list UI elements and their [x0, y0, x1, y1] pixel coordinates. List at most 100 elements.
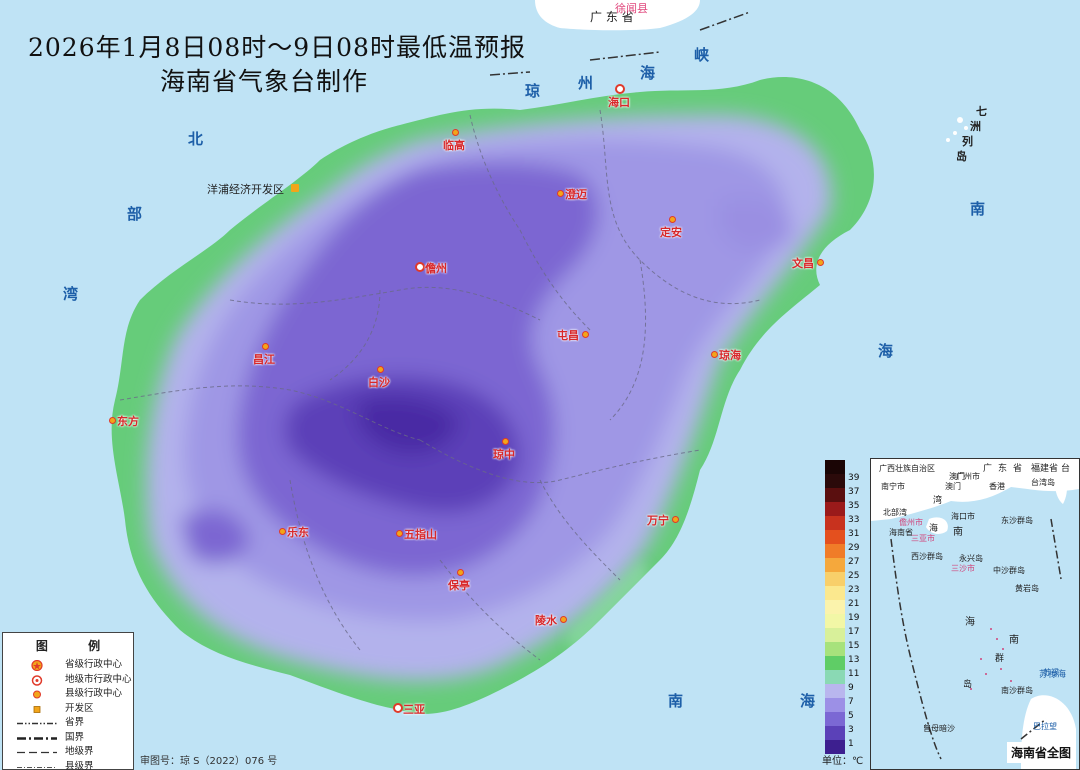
inset-map-label: 海	[965, 617, 975, 628]
inset-map-label: 中沙群岛	[993, 566, 1025, 575]
sea-label: 七	[976, 105, 987, 118]
inset-map-label: 东沙群岛	[1001, 516, 1033, 525]
guangdong-label: 广 东 省	[590, 10, 634, 24]
city-marker-county	[560, 616, 567, 623]
sea-label: 琼	[525, 82, 541, 100]
city-marker-county	[457, 569, 464, 576]
city-label: 定安	[660, 226, 682, 239]
city-label: 东方	[117, 415, 139, 428]
colorbar-tick-label: 11	[848, 669, 860, 679]
legend-label: 省界	[65, 717, 85, 728]
inset-map-shapes	[871, 459, 1079, 769]
legend-item: 县级界	[3, 760, 133, 770]
legend-item: 省级行政中心	[3, 658, 133, 673]
county-boundaries	[119, 109, 761, 661]
city-label: 琼中	[493, 448, 515, 461]
colorbar-tick-label: 23	[848, 585, 860, 595]
inset-map-label: 湾	[933, 496, 943, 506]
city-marker-county	[557, 190, 564, 197]
colorbar-cell	[825, 572, 845, 586]
inset-map-label: 儋州市	[899, 518, 923, 527]
colorbar-tick-label: 31	[848, 529, 860, 539]
city-label: 陵水	[535, 614, 557, 627]
inset-map-label: 曾母暗沙	[923, 724, 955, 733]
inset-map-label: 西沙群岛	[911, 552, 943, 561]
devzone-icon	[17, 704, 57, 715]
city-label: 临高	[443, 139, 465, 152]
colorbar-unit: 单位：℃	[822, 756, 864, 767]
colorbar-cell	[825, 544, 845, 558]
city-label: 三亚	[403, 703, 425, 716]
city-marker-county	[502, 438, 509, 445]
inset-map-label: 南宁市	[881, 482, 905, 491]
colorbar-tick-label: 15	[848, 641, 860, 651]
prefecture-boundary-icon	[17, 747, 57, 758]
colorbar-cell	[825, 712, 845, 726]
legend-item: 地级界	[3, 745, 133, 760]
colorbar-tick-label: 25	[848, 571, 860, 581]
temperature-colorbar: 39 37 35 33 31 29 27 25 23 21 19 17 15 13 11 9 7 5 3 1	[822, 460, 870, 760]
sea-label: 南	[668, 692, 684, 710]
legend-label: 开发区	[65, 702, 94, 714]
inset-map-label: 南沙群岛	[1001, 686, 1033, 695]
sea-label: 海	[800, 692, 816, 710]
prefecture-center-icon	[17, 674, 57, 686]
colorbar-tick-label: 19	[848, 613, 860, 623]
inset-map-label: 南	[953, 527, 963, 538]
colorbar-tick-label: 17	[848, 627, 860, 637]
city-marker-county	[452, 129, 459, 136]
colorbar-tick-label: 27	[848, 557, 860, 567]
colorbar-cell	[825, 656, 845, 670]
county-center-icon	[17, 689, 57, 700]
colorbar-cell	[825, 502, 845, 516]
inset-map-label: 三亚市	[911, 534, 935, 543]
national-boundary-icon	[17, 733, 57, 744]
colorbar-cell	[825, 614, 845, 628]
sea-label: 部	[127, 205, 143, 223]
city-label: 屯昌	[557, 329, 579, 342]
legend-item: 地级市行政中心	[3, 673, 133, 688]
sea-label: 州	[578, 74, 594, 92]
inset-map: 广西壮族自治区 广东省福建省台南宁市 广州市 香港 台湾岛 澳门湾海口市 澳门 北部湾 儋州市海…	[870, 458, 1080, 770]
temperature-field	[146, 114, 832, 681]
colorbar-cell	[825, 628, 845, 642]
inset-map-label: 巴拉望	[1033, 722, 1057, 731]
legend-label: 国界	[65, 731, 85, 743]
city-label: 五指山	[404, 528, 437, 541]
sea-label: 北	[188, 130, 204, 148]
legend-item: 县级行政中心	[3, 687, 133, 702]
colorbar-tick-label: 37	[848, 487, 860, 497]
inset-map-label: 福建省	[1031, 464, 1059, 474]
inset-map-label: 澳门	[945, 482, 961, 491]
city-label: 白沙	[368, 376, 390, 389]
city-label: 琼海	[719, 349, 741, 362]
city-label: 文昌	[792, 257, 814, 270]
city-marker-prefecture	[393, 703, 403, 713]
colorbar-cell	[825, 698, 845, 712]
colorbar-tick-label: 3	[848, 725, 854, 735]
colorbar-tick-label: 29	[848, 543, 860, 553]
colorbar-cell	[825, 488, 845, 502]
colorbar-cell	[825, 474, 845, 488]
colorbar-cell	[825, 726, 845, 740]
city-marker-devzone	[291, 184, 299, 192]
inset-map-label: 黄岩岛	[1015, 584, 1039, 593]
colorbar-cell	[825, 670, 845, 684]
sea-label: 列	[962, 135, 973, 148]
mainland-guangdong	[535, 0, 700, 31]
legend-label: 县级行政中心	[65, 688, 123, 699]
sea-label: 岛	[956, 150, 967, 163]
map-approval-number: 审图号：琼 S（2022）076 号	[140, 756, 278, 767]
city-marker-county	[377, 366, 384, 373]
inset-map-label: 南	[1009, 635, 1019, 646]
legend-label: 省级行政中心	[65, 659, 123, 670]
colorbar-cell	[825, 516, 845, 530]
legend-label: 地级界	[65, 746, 94, 757]
city-label: 昌江	[253, 353, 275, 366]
provincial-center-icon	[17, 659, 57, 672]
city-marker-prefecture	[615, 84, 625, 94]
inset-map-label: 广	[983, 464, 993, 474]
inset-map-label: 香港	[989, 482, 1005, 491]
inset-map-label: 永兴岛	[959, 554, 983, 563]
